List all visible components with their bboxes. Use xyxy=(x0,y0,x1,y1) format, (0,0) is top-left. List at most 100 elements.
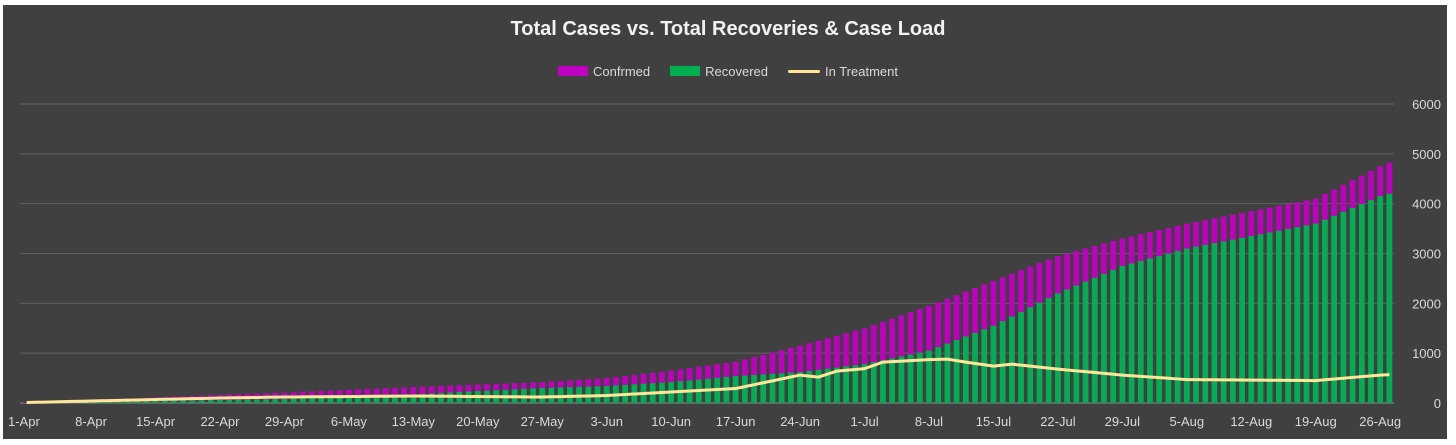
bar-recovered xyxy=(410,394,417,403)
bar-recovered xyxy=(1266,232,1273,403)
bar-recovered xyxy=(843,366,849,403)
bar-recovered xyxy=(834,367,840,403)
bar-recovered xyxy=(1045,297,1052,403)
y-tick-label: 0 xyxy=(1434,396,1441,411)
bar-recovered xyxy=(1091,277,1098,403)
legend-label-confirmed: Confrmed xyxy=(593,63,651,79)
bar-recovered xyxy=(336,397,343,403)
bar-recovered xyxy=(1349,207,1356,403)
bar-recovered xyxy=(769,373,776,403)
legend-label-in-treatment: In Treatment xyxy=(824,63,898,79)
bar-recovered xyxy=(346,397,352,403)
bar-recovered xyxy=(1303,225,1310,403)
bar-recovered xyxy=(318,397,325,403)
bar-recovered xyxy=(1128,263,1135,403)
bar-recovered xyxy=(870,362,877,403)
bar-recovered xyxy=(1248,236,1255,403)
bar-recovered xyxy=(1322,219,1328,403)
legend-swatch-confirmed xyxy=(558,66,589,76)
bar-recovered xyxy=(125,401,131,403)
bar-recovered xyxy=(198,400,205,403)
bar-recovered xyxy=(1018,311,1024,403)
bar-recovered xyxy=(889,358,896,403)
bar-recovered xyxy=(1358,204,1365,403)
bar-recovered xyxy=(1276,230,1282,403)
bar-recovered xyxy=(1211,243,1218,403)
x-tick-label: 20-May xyxy=(456,414,500,429)
y-tick-label: 2000 xyxy=(1412,296,1441,311)
bar-recovered xyxy=(253,399,260,403)
bar-recovered xyxy=(778,373,785,403)
bar-recovered xyxy=(382,395,389,403)
bar-recovered xyxy=(97,401,104,403)
bar-recovered xyxy=(1340,211,1347,403)
x-tick-label: 15-Apr xyxy=(136,414,176,429)
bar-recovered xyxy=(1165,253,1172,403)
bar-recovered xyxy=(1055,293,1061,403)
bar-recovered xyxy=(1064,289,1070,403)
bar-recovered xyxy=(1027,307,1034,403)
y-tick-label: 5000 xyxy=(1412,147,1441,162)
bar-recovered xyxy=(217,400,223,403)
bar-recovered xyxy=(1119,265,1126,403)
bar-recovered xyxy=(741,375,748,403)
bar-recovered xyxy=(428,393,435,403)
y-tick-label: 4000 xyxy=(1412,197,1441,212)
bar-recovered xyxy=(1009,316,1015,403)
legend-swatch-recovered xyxy=(670,66,701,76)
bar-recovered xyxy=(189,400,196,403)
bar-recovered xyxy=(1110,269,1117,403)
bar-recovered xyxy=(1082,281,1089,403)
x-tick-label: 5-Aug xyxy=(1169,414,1204,429)
bar-recovered xyxy=(419,394,426,403)
bar-recovered xyxy=(290,398,297,403)
bar-recovered xyxy=(788,372,794,403)
x-tick-label: 10-Jun xyxy=(651,414,691,429)
bar-recovered xyxy=(1294,227,1301,403)
bar-recovered xyxy=(1073,285,1080,403)
bar-recovered xyxy=(751,374,757,403)
legend-line-in-treatment xyxy=(787,69,820,73)
bar-recovered xyxy=(373,395,380,403)
bar-recovered xyxy=(1257,234,1264,403)
x-tick-label: 19-Aug xyxy=(1295,414,1337,429)
bar-recovered xyxy=(207,400,214,403)
bar-recovered xyxy=(143,401,150,403)
legend-entry-confirmed: Confrmed xyxy=(558,64,650,79)
x-tick-label: 29-Jul xyxy=(1105,414,1141,429)
y-tick-label: 3000 xyxy=(1412,247,1441,262)
legend-entry-recovered: Recovered xyxy=(670,64,768,79)
bar-recovered xyxy=(327,397,334,403)
bar-recovered xyxy=(281,399,288,403)
bar-recovered xyxy=(355,396,361,403)
bar-recovered xyxy=(1156,255,1163,403)
x-tick-label: 22-Jul xyxy=(1040,414,1076,429)
bar-recovered xyxy=(244,399,251,403)
y-tick-label: 1000 xyxy=(1412,346,1441,361)
x-tick-label: 15-Jul xyxy=(976,414,1012,429)
x-tick-label: 12-Aug xyxy=(1230,414,1272,429)
bar-recovered xyxy=(1377,196,1384,403)
bar-recovered xyxy=(1230,239,1236,403)
bar-recovered xyxy=(1331,215,1338,403)
x-tick-label: 8-Jul xyxy=(915,414,943,429)
bar-recovered xyxy=(263,399,269,403)
bar-recovered xyxy=(898,356,905,403)
bar-recovered xyxy=(815,369,822,403)
bar-recovered xyxy=(916,352,923,403)
x-tick-label: 22-Apr xyxy=(200,414,240,429)
x-tick-label: 6-May xyxy=(331,414,368,429)
bar-recovered xyxy=(392,395,398,403)
bar-recovered xyxy=(309,398,315,403)
bar-recovered xyxy=(134,401,140,403)
x-tick-label: 24-Jun xyxy=(780,414,820,429)
bar-recovered xyxy=(1312,223,1319,403)
bar-recovered xyxy=(272,399,279,403)
x-tick-label: 8-Apr xyxy=(75,414,107,429)
bar-recovered xyxy=(401,394,407,403)
bar-recovered xyxy=(171,400,177,403)
bar-recovered xyxy=(1220,241,1227,403)
bar-recovered xyxy=(972,332,978,403)
bar-recovered xyxy=(1193,246,1199,403)
